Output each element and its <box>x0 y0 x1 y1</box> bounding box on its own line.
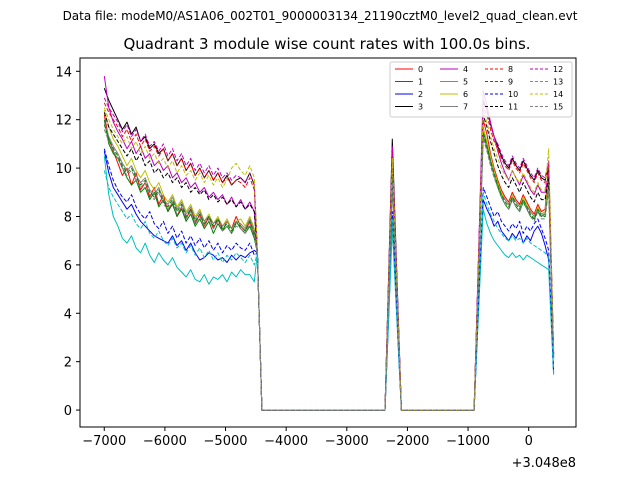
series-line-1 <box>103 119 555 411</box>
series-line-9 <box>103 124 555 411</box>
series-line-13 <box>103 170 555 411</box>
legend-label: 2 <box>418 90 423 99</box>
series-line-3 <box>103 88 555 411</box>
y-tick-label: 2 <box>64 356 72 371</box>
legend-label: 14 <box>553 90 563 99</box>
x-tick-label: −1000 <box>446 434 490 449</box>
y-tick-label: 0 <box>64 404 72 419</box>
y-tick-label: 12 <box>55 114 72 129</box>
series-line-15 <box>103 129 555 411</box>
legend-label: 7 <box>463 103 468 112</box>
y-axis: 0 2 4 6 8 10 12 14 <box>55 65 80 419</box>
series-line-0 <box>103 114 555 411</box>
series-line-2 <box>103 151 555 411</box>
legend-label: 15 <box>553 103 563 112</box>
x-tick-label: −4000 <box>264 434 308 449</box>
y-tick-label: 4 <box>64 307 72 322</box>
chart-suptitle: Data file: modeM0/AS1A06_002T01_90000031… <box>63 9 578 23</box>
plot-frame <box>79 57 577 428</box>
legend-label: 8 <box>508 65 513 74</box>
x-offset-label: +3.048e8 <box>512 456 576 471</box>
series-line-7 <box>103 121 555 411</box>
chart-title: Quadrant 3 module wise count rates with … <box>123 35 530 53</box>
series-line-12 <box>103 97 555 411</box>
series-line-5 <box>103 155 555 411</box>
y-tick-label: 10 <box>55 162 72 177</box>
y-tick-label: 8 <box>64 210 72 225</box>
x-tick-label: 0 <box>525 434 533 449</box>
series-line-11 <box>103 112 555 411</box>
legend-label: 12 <box>553 65 563 74</box>
legend-frame <box>389 61 573 118</box>
x-tick-label: −6000 <box>143 434 187 449</box>
legend-label: 3 <box>418 103 423 112</box>
series-layer <box>103 76 555 411</box>
x-tick-label: −2000 <box>385 434 429 449</box>
legend-label: 13 <box>553 78 563 87</box>
legend-label: 5 <box>463 78 468 87</box>
legend-label: 9 <box>508 78 513 87</box>
y-tick-label: 6 <box>64 259 72 274</box>
x-axis: −7000 −6000 −5000 −4000 −3000 −2000 −1000 0 <box>82 427 533 449</box>
legend-label: 1 <box>418 78 423 87</box>
x-tick-label: −3000 <box>325 434 369 449</box>
legend-label: 11 <box>508 103 518 112</box>
series-line-10 <box>103 148 555 411</box>
legend-label: 6 <box>463 90 468 99</box>
x-tick-label: −7000 <box>82 434 126 449</box>
series-line-14 <box>103 107 555 411</box>
legend-label: 0 <box>418 65 423 74</box>
legend-label: 10 <box>508 90 518 99</box>
y-tick-label: 14 <box>55 65 72 80</box>
series-line-8 <box>103 102 555 411</box>
legend-label: 4 <box>463 65 468 74</box>
x-tick-label: −5000 <box>204 434 248 449</box>
